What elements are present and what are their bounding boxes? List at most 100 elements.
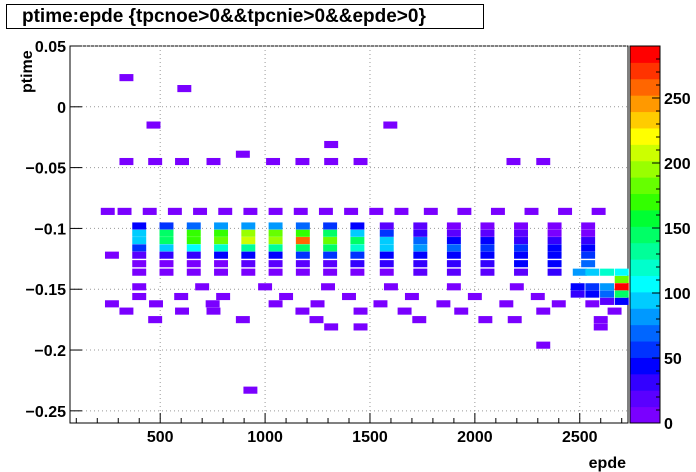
heatmap-cell [614,290,629,298]
heatmap-cell [394,207,409,215]
z-tick-label: 50 [664,351,682,368]
heatmap-cell [379,251,394,259]
heatmap-cell [350,260,365,268]
heatmap-cell [514,251,528,259]
heatmap-cell [480,229,495,237]
heatmap-cell [446,260,461,268]
heatmap-cell [585,290,600,298]
heatmap-cell [404,292,419,301]
heatmap-cell [614,297,629,305]
heatmap-cell [132,268,147,276]
heatmap-cell [446,229,461,237]
heatmap-cell [295,237,310,245]
palette-swatch [630,111,660,129]
palette-swatch [630,46,660,63]
heatmap-cell [446,237,461,245]
heatmap-cells [100,74,629,394]
heatmap-cell [506,157,521,166]
heatmap-cell [446,251,461,259]
heatmap-cell [295,268,310,276]
palette-swatch [630,406,660,424]
heatmap-cell [379,244,394,252]
heatmap-cell [397,307,412,315]
heatmap-cell [100,207,115,215]
heatmap-cell [536,341,551,349]
heatmap-cell [480,260,495,268]
heatmap-cell [132,292,147,301]
heatmap-cell [241,251,256,259]
heatmap-cell [446,268,461,276]
heatmap-cell [379,222,394,230]
heatmap-cell [235,316,250,324]
heatmap-cell [547,251,562,259]
heatmap-cell [480,222,495,230]
plot-frame [69,45,629,424]
heatmap-cell [119,307,134,315]
palette-swatch [630,357,660,375]
palette-swatch [630,226,660,244]
heatmap-cell [323,229,338,237]
palette-swatch [630,95,660,113]
z-tick-label: 200 [664,156,691,173]
heatmap-cell [241,229,256,237]
heatmap-cell [295,244,310,252]
heatmap-cell [413,222,428,230]
palette-swatch [630,291,660,309]
x-tick-label: 2500 [562,429,598,446]
heatmap-cell [268,229,283,237]
heatmap-cell [536,307,551,315]
heatmap-cell [436,300,451,308]
heatmap-cell [514,222,528,230]
heatmap-cell [243,207,258,215]
heatmap-cell [214,268,229,276]
heatmap-cell [268,237,283,245]
heatmap-cell [293,207,308,215]
heatmap-cell [558,207,573,215]
heatmap-cell [413,268,428,276]
heatmap-cell [132,229,147,237]
heatmap-cell [214,229,229,237]
heatmap-cell [581,244,596,252]
heatmap-cell [454,307,469,315]
heatmap-cell [350,222,365,230]
heatmap-cell [547,237,562,245]
heatmap-cell [353,157,368,166]
heatmap-cell [295,260,310,268]
heatmap-cell [547,260,562,268]
heatmap-cell [413,260,428,268]
heatmap-cell [148,316,163,324]
heatmap-cell [159,237,174,245]
x-tick-label: 1000 [247,429,283,446]
heatmap-cell [413,237,428,245]
heatmap-cell [547,244,562,252]
heatmap-cell [214,222,229,230]
heatmap-cell [218,207,233,215]
palette-swatch [630,275,660,293]
heatmap-cell [344,207,359,215]
heatmap-cell [480,237,495,245]
z-tick-label: 0 [664,416,673,433]
heatmap-cell [104,251,119,259]
heatmap-cell [514,244,528,252]
heatmap-cell [614,275,629,284]
palette-swatch [630,160,660,178]
heatmap-cell [186,260,201,268]
heatmap-cell [195,283,210,291]
y-tick-label: −0.1 [34,221,66,238]
heatmap-cell [186,251,201,259]
chart-title: ptime:epde {tpcnoe>0&&tpcnie>0&&epde>0} [6,4,484,29]
heatmap-cell [547,268,562,276]
heatmap-cell [310,300,325,308]
heatmap-cell [132,222,147,230]
heatmap-cell [581,222,596,230]
heatmap-cell [214,237,229,245]
y-tick-label: 0.05 [35,39,66,56]
heatmap-cell [159,251,174,259]
heatmap-cell [600,283,614,291]
heatmap-cell [514,229,528,237]
heatmap-cell [149,300,163,308]
palette-swatch [630,259,660,276]
heatmap-cell [186,229,201,237]
heatmap-cell [295,251,310,259]
heatmap-cell [268,300,283,308]
